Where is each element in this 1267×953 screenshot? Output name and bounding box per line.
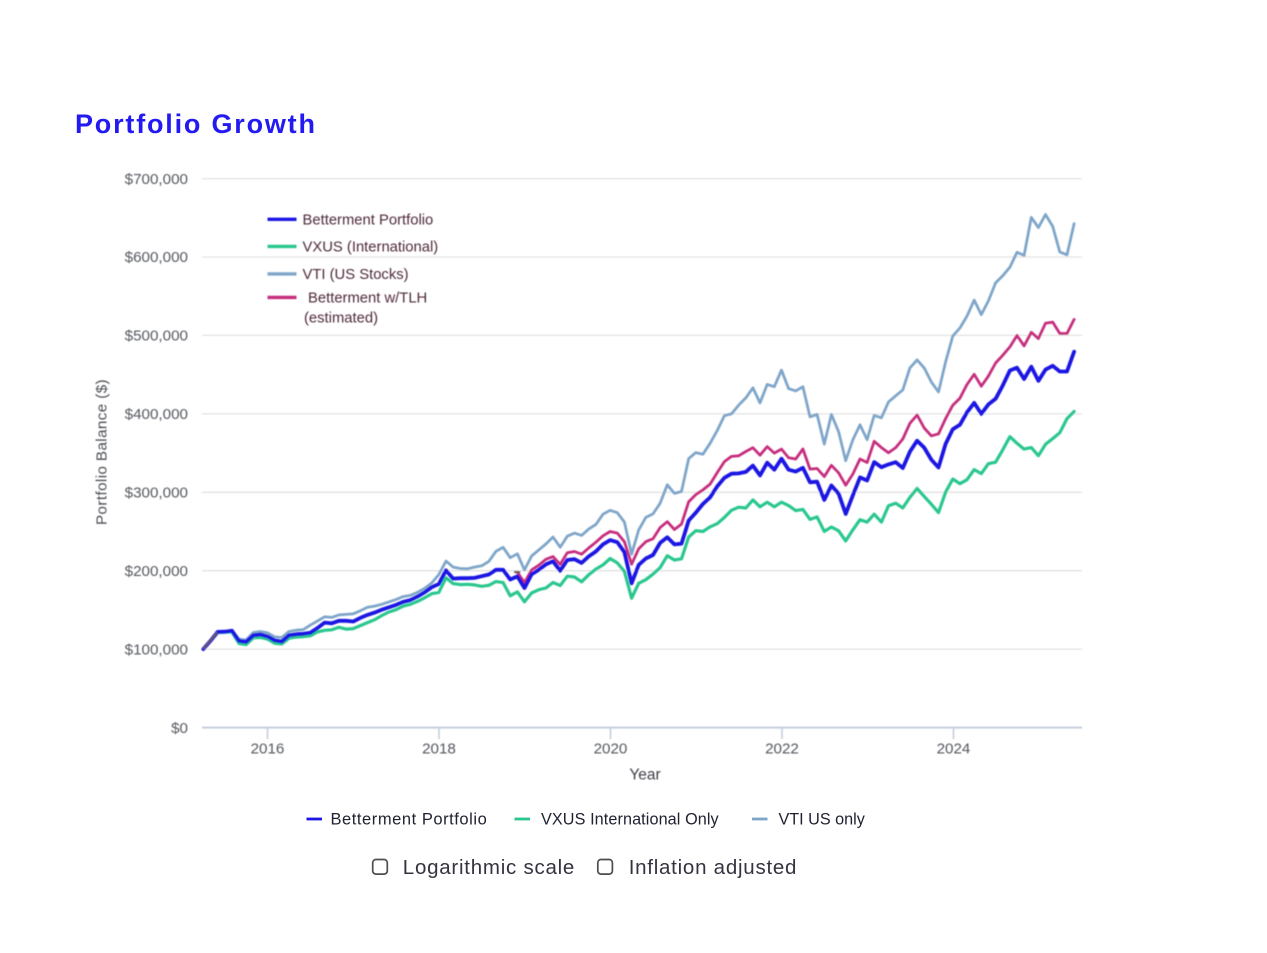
svg-text:Inflation adjusted: Inflation adjusted [629, 856, 798, 879]
svg-text:$300,000: $300,000 [125, 485, 188, 502]
svg-text:$100,000: $100,000 [125, 641, 188, 658]
svg-text:2020: 2020 [594, 741, 628, 758]
svg-text:VTI US only: VTI US only [779, 811, 866, 829]
svg-text:Logarithmic scale: Logarithmic scale [403, 856, 575, 879]
svg-text:(estimated): (estimated) [304, 310, 378, 326]
svg-text:$200,000: $200,000 [125, 563, 188, 580]
svg-text:Betterment w/TLH: Betterment w/TLH [308, 291, 427, 307]
svg-text:Portfolio Balance ($): Portfolio Balance ($) [94, 379, 111, 525]
svg-text:$400,000: $400,000 [125, 406, 188, 423]
svg-text:VTI (US Stocks): VTI (US Stocks) [303, 267, 409, 283]
svg-text:Betterment Portfolio: Betterment Portfolio [331, 811, 488, 829]
svg-text:Betterment Portfolio: Betterment Portfolio [303, 212, 434, 228]
svg-text:VXUS (International): VXUS (International) [303, 240, 439, 256]
svg-text:$700,000: $700,000 [125, 171, 188, 188]
svg-text:$600,000: $600,000 [125, 249, 188, 266]
svg-text:Year: Year [629, 767, 660, 784]
svg-text:2024: 2024 [937, 741, 971, 758]
svg-text:VXUS International Only: VXUS International Only [541, 811, 720, 829]
svg-text:2016: 2016 [251, 741, 285, 758]
svg-text:$0: $0 [171, 720, 188, 737]
svg-text:$500,000: $500,000 [125, 328, 188, 345]
svg-text:2018: 2018 [422, 741, 456, 758]
svg-text:2022: 2022 [765, 741, 799, 758]
